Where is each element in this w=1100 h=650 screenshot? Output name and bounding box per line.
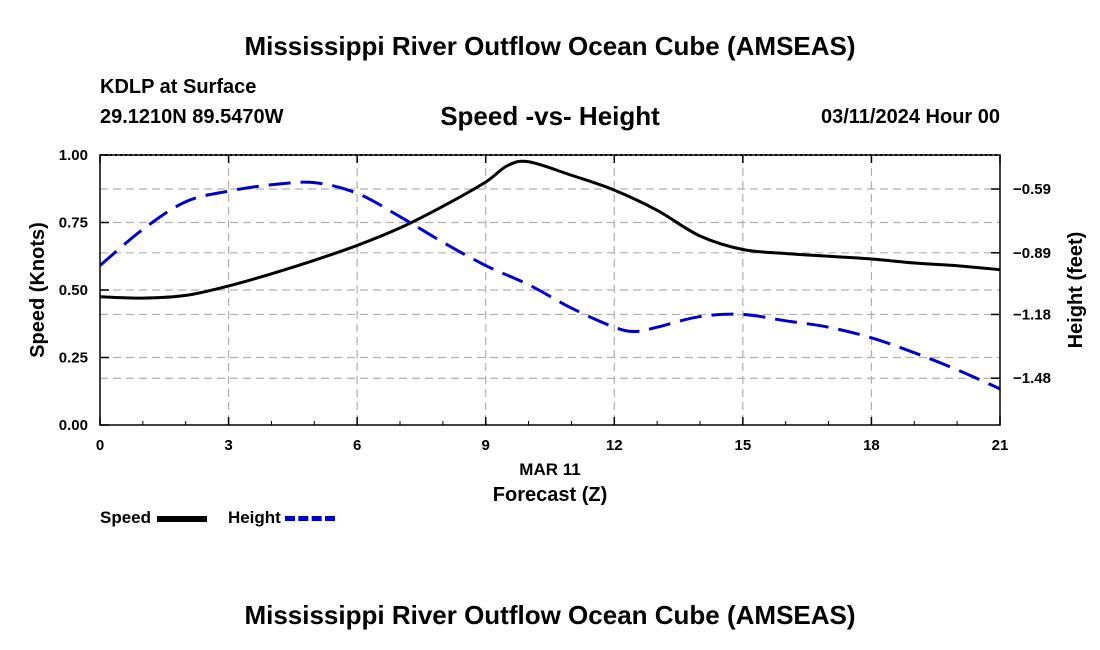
x-axis-title: Forecast (Z) <box>493 484 607 506</box>
x-tick-label: 9 <box>482 437 490 454</box>
datetime-label: 03/11/2024 Hour 00 <box>820 106 1000 128</box>
y-left-tick-label: 0.00 <box>59 417 88 434</box>
x-tick-label: 0 <box>96 437 104 454</box>
x-tick-label: 12 <box>606 437 623 454</box>
series-line-height <box>99 180 1001 391</box>
legend-speed-swatch <box>157 515 208 522</box>
legend-height-label: Height <box>227 508 281 527</box>
page-title-bottom: Mississippi River Outflow Ocean Cube (AM… <box>244 600 856 630</box>
x-tick-label: 6 <box>353 437 361 454</box>
y-right-tick-label: −0.89 <box>1013 245 1051 262</box>
y-right-tick-label: −1.48 <box>1013 370 1051 387</box>
y-right-tick-label: −1.18 <box>1013 306 1051 323</box>
x-tick-label: 15 <box>735 437 752 454</box>
chart-title: Speed -vs- Height <box>440 101 660 131</box>
legend-height-swatch <box>285 516 336 522</box>
x-tick-label: 18 <box>863 437 880 454</box>
station-label: KDLP at Surface <box>100 76 257 98</box>
y-right-tick-label: −0.59 <box>1013 181 1051 198</box>
legend: Speed Height <box>100 508 336 528</box>
x-tick-label: 3 <box>224 437 232 454</box>
y-left-tick-label: 0.50 <box>59 282 88 299</box>
speed-height-chart: 0 3 6 9 12 15 18 21 0.00 0.25 0.50 0.75 1.00 −0.59 −0.… <box>27 147 1087 506</box>
y-left-tick-label: 1.00 <box>59 147 88 164</box>
x-tick-label: 21 <box>992 437 1009 454</box>
legend-speed-label: Speed <box>100 508 152 527</box>
page-title: Mississippi River Outflow Ocean Cube (AM… <box>244 31 856 61</box>
series-line-speed <box>99 159 1001 300</box>
y-right-axis-title: Height (feet) <box>1065 232 1087 349</box>
coordinates-label: 29.1210N 89.5470W <box>100 106 284 128</box>
y-left-tick-label: 0.25 <box>59 350 88 367</box>
x-date-label: MAR 11 <box>519 460 580 479</box>
y-left-axis-title: Speed (Knots) <box>27 222 49 358</box>
y-left-tick-label: 0.75 <box>59 215 88 232</box>
